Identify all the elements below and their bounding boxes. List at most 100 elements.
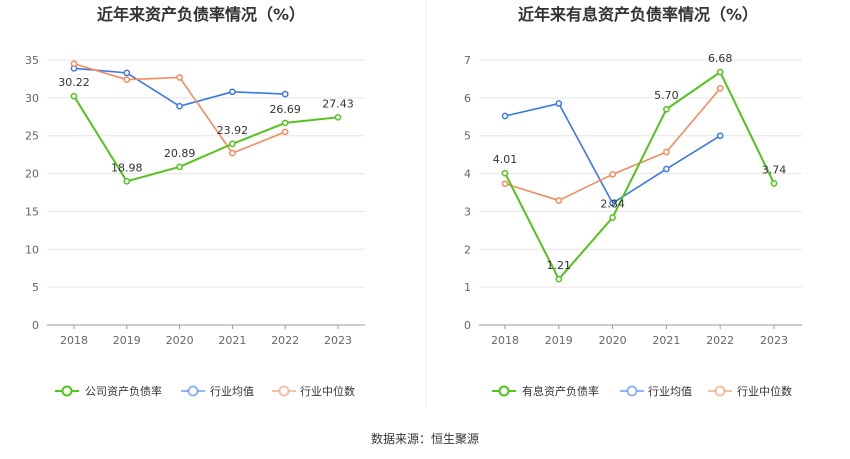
data-point: [501, 180, 509, 188]
data-point: [716, 85, 724, 92]
y-tick-label: 7: [464, 54, 471, 67]
legend-swatch-marker: [626, 385, 638, 397]
legend-item-company: 有息资产负债率: [492, 384, 599, 398]
series-median: [70, 60, 289, 157]
data-point: [229, 140, 236, 148]
data-point: [501, 112, 509, 120]
data-label: 20.89: [164, 147, 196, 160]
y-tick-label: 5: [32, 281, 39, 294]
data-point: [123, 177, 131, 185]
series-line: [73, 95, 339, 183]
data-point: [176, 163, 183, 171]
data-label: 6.68: [708, 52, 733, 65]
x-tick-label: 2019: [113, 334, 141, 347]
series-company: 4.01 1.21 2.84 5.70 6.68 3.74: [493, 52, 787, 283]
chart-title: 近年来资产负债率情况（%）: [97, 5, 305, 24]
data-label: 2.84: [600, 197, 625, 210]
legend-item-company: 公司资产负债率: [55, 384, 162, 398]
data-label: 1.21: [547, 259, 572, 272]
legend-label: 行业均值: [210, 385, 254, 398]
x-tick-label: 2019: [545, 334, 573, 347]
data-point: [229, 88, 236, 96]
data-label: 23.92: [217, 124, 249, 137]
data-point: [555, 197, 563, 204]
y-tick-label: 30: [25, 92, 39, 105]
data-point: [123, 69, 131, 77]
data-label: 18.98: [111, 161, 143, 174]
x-tick-label: 2018: [491, 334, 519, 347]
legend-label: 行业均值: [648, 385, 692, 398]
data-point: [770, 180, 778, 187]
data-point: [716, 132, 724, 140]
y-tick-label: 1: [464, 281, 471, 294]
y-tick-label: 0: [32, 319, 39, 332]
y-tick-label: 4: [464, 168, 471, 181]
series-median: [501, 85, 724, 204]
y-tick-label: 10: [25, 243, 39, 256]
data-point: [281, 128, 289, 136]
legend-item-median: 行业中位数: [708, 384, 792, 398]
data-point: [281, 119, 289, 127]
x-tick-label: 2020: [166, 334, 194, 347]
series-average: [501, 100, 724, 207]
y-tick-label: 15: [25, 205, 39, 218]
x-tick-label: 2018: [60, 334, 88, 347]
data-label: 3.74: [762, 163, 787, 176]
series-line: [504, 87, 721, 202]
x-tick-label: 2021: [652, 334, 680, 347]
chart-interest-bearing-debt-ratio: 近年来有息资产负债率情况（%） 0 1 2 3 4 5 6 7 2018 2019 2020 2021…: [464, 5, 802, 398]
series-average: [70, 64, 289, 110]
legend-label: 有息资产负债率: [522, 384, 599, 398]
y-tick-label: 6: [464, 92, 471, 105]
data-point: [281, 90, 289, 98]
legend-swatch-marker: [714, 385, 726, 397]
data-point: [176, 102, 183, 110]
legend-label: 行业中位数: [737, 384, 792, 398]
data-point: [609, 214, 616, 221]
legend-item-average: 行业均值: [620, 385, 692, 398]
data-label: 30.22: [58, 76, 90, 89]
x-tick-label: 2021: [218, 334, 246, 347]
x-tick-label: 2022: [271, 334, 299, 347]
data-point: [609, 199, 616, 207]
legend-swatch-marker: [61, 385, 73, 397]
x-tick-label: 2020: [599, 334, 627, 347]
data-point: [663, 105, 670, 113]
y-tick-label: 2: [464, 243, 471, 256]
data-point: [555, 275, 563, 283]
data-label: 5.70: [654, 89, 679, 102]
legend-label: 公司资产负债率: [85, 384, 162, 398]
data-point: [176, 74, 183, 81]
data-point: [716, 68, 724, 76]
data-point: [70, 60, 78, 68]
data-label: 27.43: [322, 97, 354, 110]
data-label: 4.01: [493, 153, 518, 166]
legend-label: 行业中位数: [300, 384, 355, 398]
data-point: [123, 76, 131, 84]
data-point: [501, 169, 509, 177]
data-point: [555, 100, 563, 107]
legend-swatch-marker: [498, 385, 510, 397]
legend-swatch-marker: [278, 385, 290, 397]
x-tick-label: 2023: [324, 334, 352, 347]
chart-title: 近年来有息资产负债率情况（%）: [518, 5, 758, 24]
data-point: [229, 149, 236, 157]
x-tick-label: 2022: [706, 334, 734, 347]
y-tick-label: 25: [25, 130, 39, 143]
legend-swatch-marker: [187, 385, 199, 397]
legend-item-median: 行业中位数: [272, 384, 355, 398]
series-line: [504, 71, 775, 281]
data-label: 26.69: [269, 103, 301, 116]
y-tick-label: 20: [25, 168, 39, 181]
y-tick-label: 0: [464, 319, 471, 332]
y-tick-label: 5: [464, 130, 471, 143]
data-point: [663, 165, 670, 173]
data-point: [609, 170, 616, 178]
data-source-note: 数据来源：恒生聚源: [371, 431, 479, 446]
y-tick-label: 3: [464, 205, 471, 218]
y-tick-label: 35: [25, 54, 39, 67]
data-point: [70, 92, 78, 100]
data-point: [663, 148, 670, 156]
series-company: 30.22 18.98 20.89 23.92 26.69 27.43: [58, 76, 354, 185]
